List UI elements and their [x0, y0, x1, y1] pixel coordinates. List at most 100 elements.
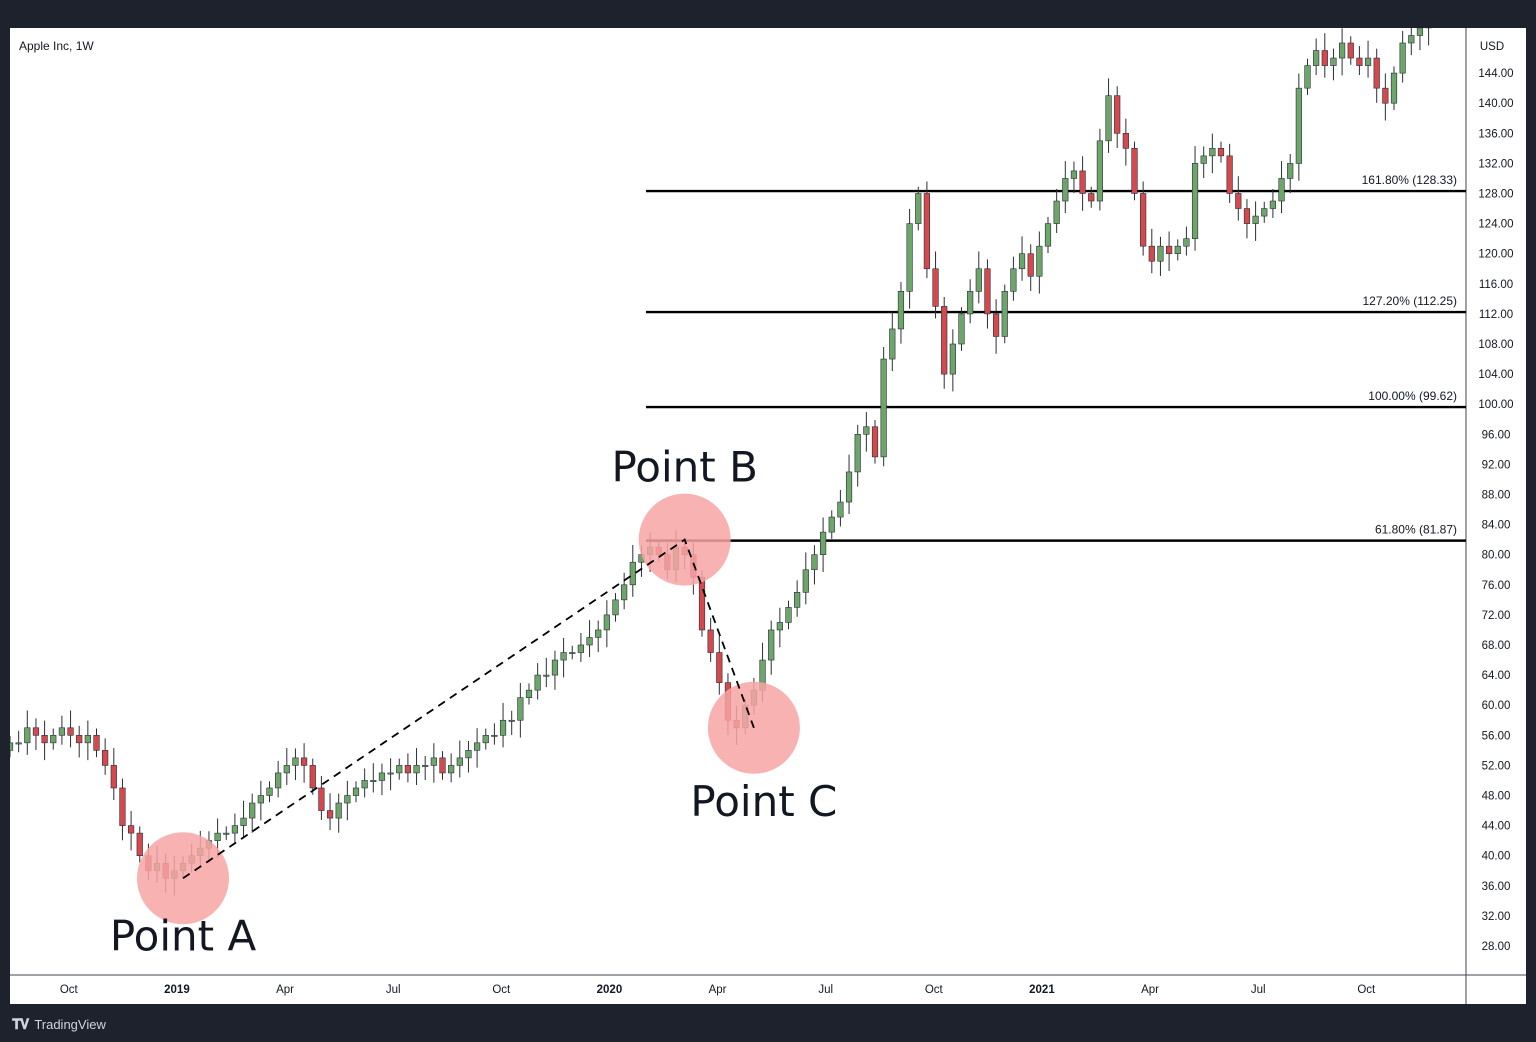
- candle-body: [1364, 57, 1372, 66]
- candle-body: [967, 291, 974, 315]
- candle: [707, 617, 714, 662]
- candle-body: [396, 765, 403, 774]
- candle-body: [283, 765, 290, 774]
- fib-levels: 161.80% (128.33) 127.20% (112.25) 100.00% …: [646, 173, 1466, 542]
- tradingview-logo-icon: 𝐓𝐕: [12, 1015, 29, 1032]
- time-tick-label: 2021: [1029, 984, 1055, 996]
- price-tick-label: 72.00: [1482, 610, 1511, 622]
- time-tick-label: Jul: [386, 984, 401, 996]
- candle: [525, 683, 533, 705]
- candle: [1217, 141, 1225, 163]
- price-tick-label: 144.00: [1478, 68, 1513, 80]
- time-tick-label: 2019: [164, 984, 190, 996]
- candle: [1010, 256, 1017, 301]
- candle-body: [603, 614, 610, 631]
- candle-body: [785, 607, 792, 623]
- candle-body: [941, 306, 948, 375]
- candle: [1105, 78, 1112, 153]
- price-tick-label: 128.00: [1478, 189, 1513, 201]
- candle: [430, 743, 437, 783]
- time-tick-label: Oct: [60, 984, 79, 996]
- candle-body: [837, 501, 844, 518]
- point-label: Point A: [110, 911, 257, 960]
- candle: [1321, 33, 1328, 78]
- candle-body: [214, 832, 221, 841]
- price-tick-label: 96.00: [1482, 429, 1511, 441]
- candle: [1364, 40, 1372, 78]
- candle: [231, 813, 239, 843]
- price-tick-label: 116.00: [1479, 279, 1513, 291]
- time-tick-label: Apr: [709, 984, 727, 996]
- candle: [465, 740, 472, 773]
- price-chart[interactable]: 161.80% (128.33) 127.20% (112.25) 100.00% …: [10, 28, 1526, 1004]
- price-tick-label: 44.00: [1482, 821, 1511, 833]
- candle-body: [819, 531, 827, 556]
- candle-body: [1321, 50, 1328, 66]
- candle: [1131, 141, 1138, 201]
- fib-level-label: 161.80% (128.33): [1362, 173, 1457, 187]
- candle: [949, 329, 956, 392]
- candle-body: [871, 426, 879, 458]
- candle-body: [10, 742, 14, 751]
- time-axis[interactable]: Oct 2019 Apr Jul Oct 2020 Apr Jul Oct 2021 Apr Jul O…: [60, 984, 1376, 996]
- candle-body: [543, 674, 550, 677]
- candle-body: [863, 426, 870, 435]
- candle-body: [1243, 208, 1251, 224]
- price-axis[interactable]: 28.00 32.00 36.00 40.00 44.00 48.00 52.00 56.00…: [1478, 68, 1513, 953]
- candle: [110, 748, 117, 801]
- candle-body: [67, 727, 74, 736]
- candle-body: [15, 742, 22, 745]
- candle-body: [1131, 148, 1138, 194]
- candle: [456, 740, 463, 778]
- candle-body: [1261, 208, 1268, 217]
- candle: [1079, 156, 1086, 211]
- candle-body: [58, 727, 65, 736]
- candle-body: [465, 750, 472, 759]
- candle-body: [1010, 268, 1017, 292]
- candle: [396, 758, 403, 780]
- candle: [1062, 161, 1069, 214]
- candle: [811, 545, 818, 585]
- candle: [482, 728, 489, 750]
- candle: [1313, 38, 1320, 75]
- candle: [1416, 28, 1424, 51]
- candle: [1027, 244, 1034, 291]
- candle: [1122, 118, 1129, 166]
- point-circles: [137, 493, 800, 925]
- candle-body: [1174, 245, 1181, 255]
- candle: [439, 751, 446, 780]
- candle-body: [93, 734, 100, 751]
- candle-body: [1226, 155, 1233, 194]
- candle: [1278, 161, 1285, 214]
- candle-body: [975, 268, 982, 292]
- price-tick-label: 112.00: [1479, 309, 1513, 321]
- candle: [906, 208, 913, 309]
- candle: [967, 279, 974, 324]
- candle-body: [300, 757, 308, 766]
- candle-body: [378, 772, 386, 781]
- candle: [1347, 36, 1354, 65]
- price-tick-label: 40.00: [1482, 851, 1511, 863]
- candle: [889, 311, 896, 372]
- symbol-label: Apple Inc, 1W: [19, 39, 94, 53]
- candle-body: [102, 750, 109, 766]
- candle-body: [257, 795, 264, 804]
- candle-body: [1079, 170, 1086, 194]
- candle-body: [517, 697, 524, 721]
- price-tick-label: 92.00: [1482, 459, 1511, 471]
- candle: [603, 600, 610, 648]
- candle: [508, 710, 515, 735]
- candle-body: [1062, 178, 1069, 202]
- candle: [1191, 146, 1199, 251]
- candle-body: [1399, 42, 1406, 74]
- candle: [370, 763, 377, 793]
- candle-body: [32, 727, 40, 736]
- candle-body: [1053, 200, 1060, 224]
- candle-body: [586, 637, 593, 646]
- time-tick-label: Jul: [1251, 984, 1266, 996]
- footer[interactable]: 𝐓𝐕 TradingView: [12, 1014, 106, 1034]
- candle-body: [612, 599, 619, 616]
- candle-body: [1252, 215, 1259, 224]
- candle-body: [1183, 238, 1190, 247]
- candle: [828, 510, 835, 539]
